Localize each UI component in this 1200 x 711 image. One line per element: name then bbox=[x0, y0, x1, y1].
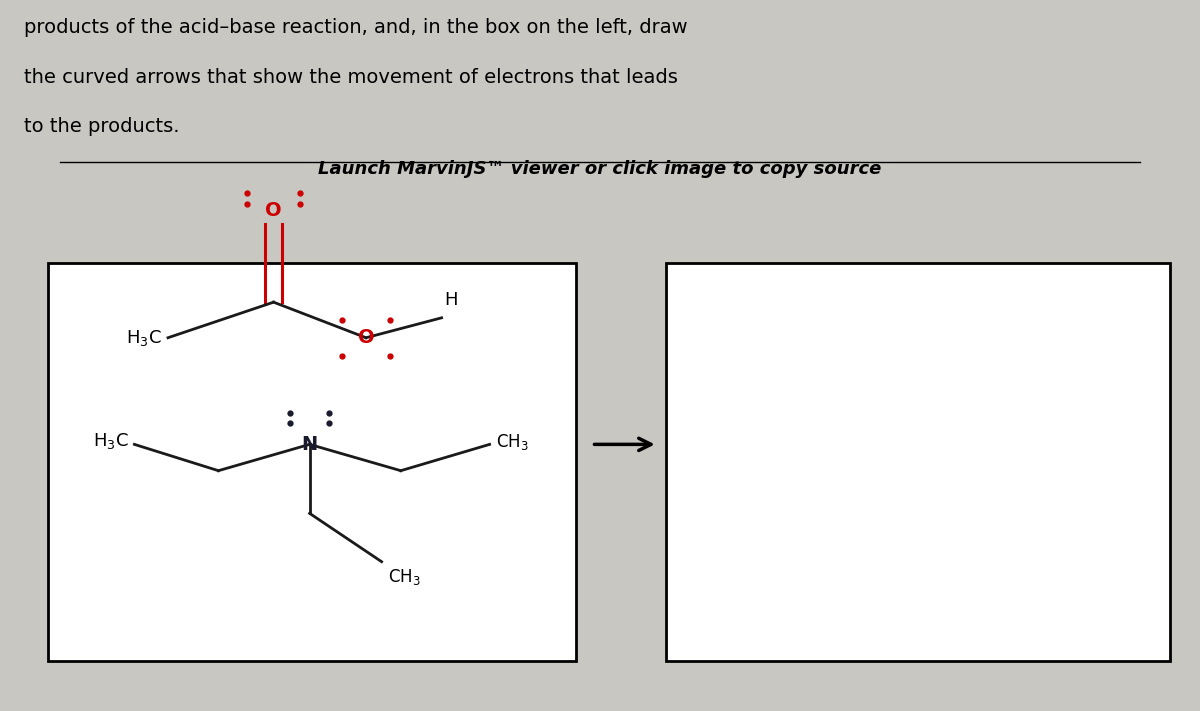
Text: H: H bbox=[444, 292, 457, 309]
Text: N: N bbox=[301, 435, 318, 454]
Text: CH$_3$: CH$_3$ bbox=[388, 567, 420, 587]
Text: products of the acid–base reaction, and, in the box on the left, draw: products of the acid–base reaction, and,… bbox=[24, 18, 688, 37]
Text: H$_3$C: H$_3$C bbox=[126, 328, 162, 348]
Text: O: O bbox=[358, 328, 374, 347]
Text: Launch MarvinJS™ viewer or click image to copy source: Launch MarvinJS™ viewer or click image t… bbox=[318, 160, 882, 178]
Text: O: O bbox=[265, 201, 282, 220]
Text: to the products.: to the products. bbox=[24, 117, 180, 137]
Text: the curved arrows that show the movement of electrons that leads: the curved arrows that show the movement… bbox=[24, 68, 678, 87]
Text: CH$_3$: CH$_3$ bbox=[496, 432, 528, 452]
Bar bbox=[48, 263, 576, 661]
Text: H$_3$C: H$_3$C bbox=[92, 431, 128, 451]
Bar bbox=[666, 263, 1170, 661]
